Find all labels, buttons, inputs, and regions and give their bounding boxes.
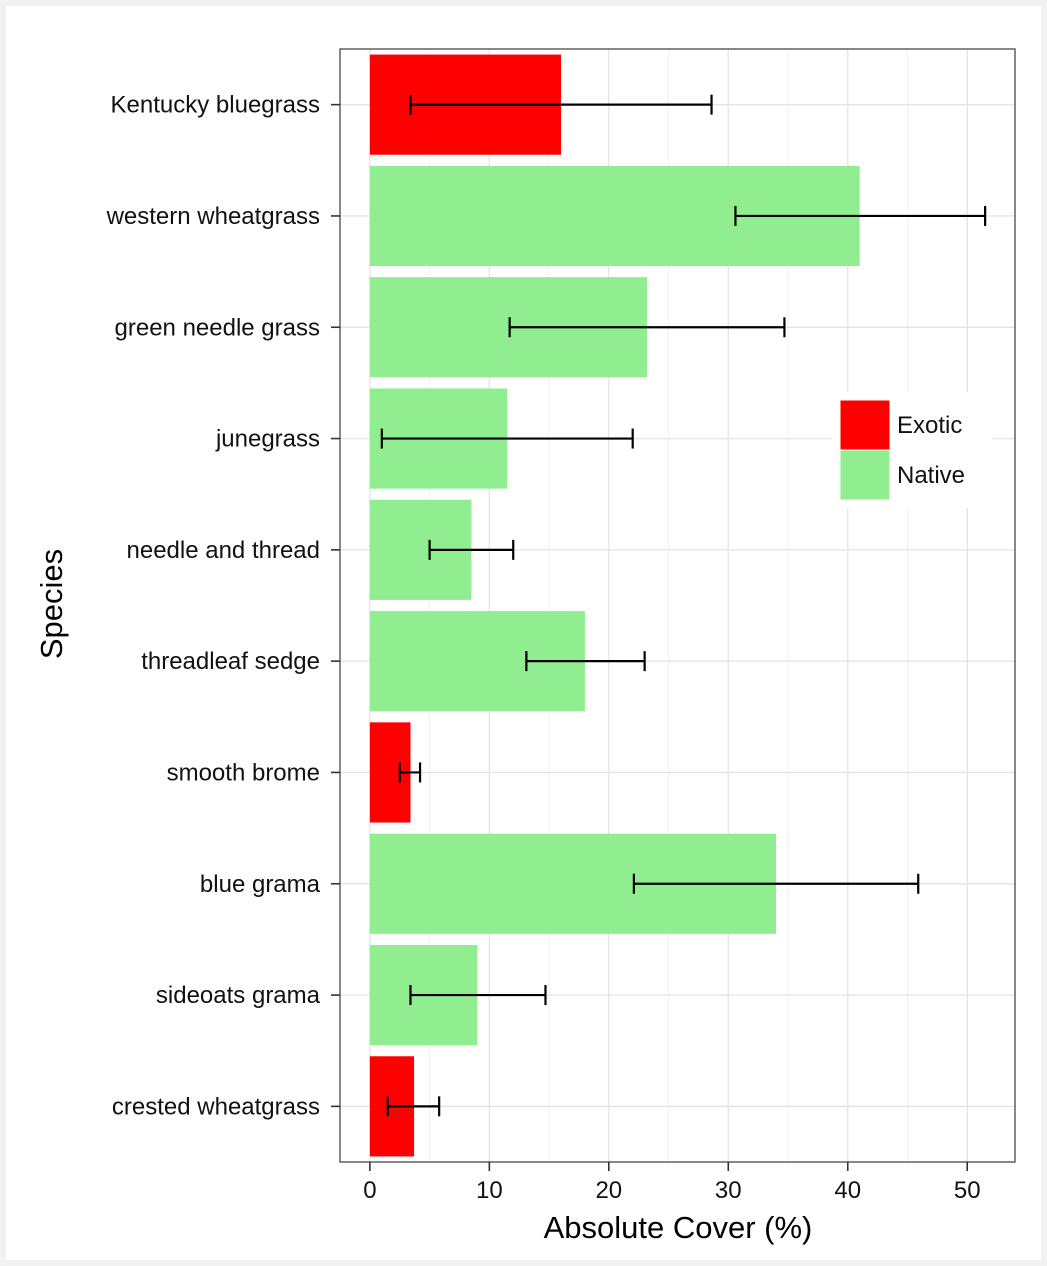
error-bar — [632, 873, 920, 894]
x-tick-label: 0 — [363, 1177, 376, 1204]
bar-chart: Kentucky bluegrass western wheatgrass gree… — [34, 48, 1016, 1245]
x-tick-label: 10 — [476, 1177, 503, 1204]
legend-label-native: Native — [897, 462, 965, 489]
x-tick-label: 40 — [834, 1177, 861, 1204]
x-axis-title: Absolute Cover (%) — [544, 1210, 813, 1245]
plot-border — [339, 48, 1016, 1163]
error-bar — [508, 317, 786, 338]
error-bar — [409, 94, 713, 115]
y-tick-label: sideoats grama — [156, 982, 321, 1009]
x-tick-label: 20 — [595, 1177, 622, 1204]
error-bar — [428, 539, 515, 560]
error-bar — [398, 762, 422, 783]
error-bar — [380, 428, 634, 449]
y-tick-label: smooth brome — [167, 759, 320, 786]
y-tick-label: green needle grass — [115, 314, 320, 341]
y-tick-label: Kentucky bluegrass — [111, 92, 320, 119]
x-tick-label: 30 — [715, 1177, 742, 1204]
y-tick-label: threadleaf sedge — [141, 648, 320, 675]
y-tick-label: junegrass — [215, 426, 320, 453]
y-tick-label: crested wheatgrass — [112, 1093, 320, 1120]
error-bar — [386, 1096, 441, 1117]
legend-key-native — [839, 449, 891, 501]
x-tick-label: 50 — [954, 1177, 981, 1204]
error-bar — [409, 985, 547, 1006]
y-tick-label: needle and thread — [127, 537, 321, 564]
y-axis-title: Species — [34, 549, 69, 659]
error-bar — [734, 205, 987, 226]
chart-frame: Kentucky bluegrass western wheatgrass gree… — [6, 6, 1041, 1260]
y-tick-label: blue grama — [200, 871, 321, 898]
legend-label-exotic: Exotic — [897, 412, 962, 439]
y-tick-label: western wheatgrass — [106, 203, 320, 230]
error-bar — [525, 651, 646, 672]
legend-key-exotic — [839, 399, 891, 451]
